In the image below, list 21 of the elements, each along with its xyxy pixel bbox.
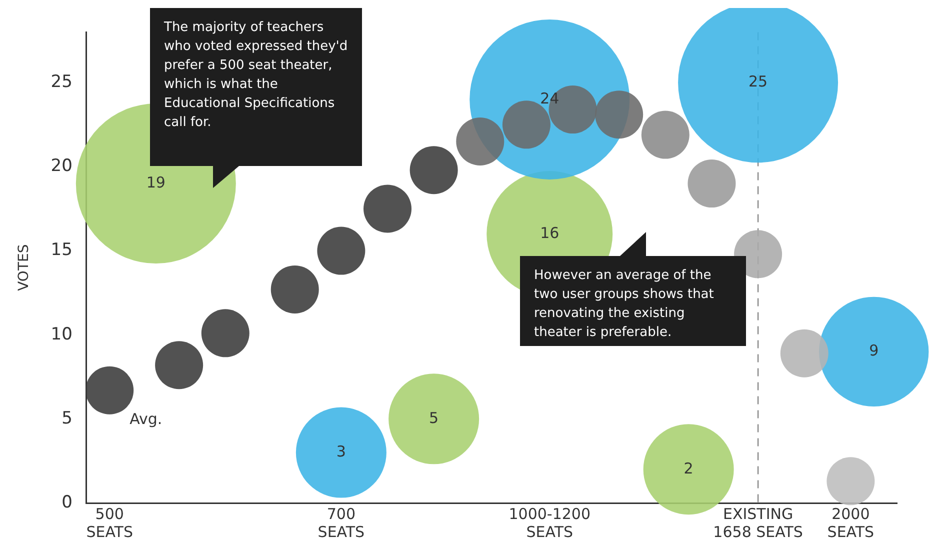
y-axis-title: VOTES: [16, 244, 32, 291]
y-tick-label: 0: [62, 492, 72, 512]
y-tick-label: 20: [50, 156, 72, 176]
data-label: 16: [540, 224, 560, 242]
x-tick-label: EXISTING 1658 SEATS: [713, 504, 803, 541]
y-tick-label: 10: [50, 324, 72, 344]
data-label: 2: [684, 459, 694, 478]
y-tick-label: 15: [50, 240, 72, 260]
annotation: However an average of the two user groups shows that renovating the existing theater is preferable.: [520, 256, 746, 346]
x-tick-label: 1000-1200 SEATS: [508, 504, 590, 541]
y-tick-label: 5: [62, 408, 72, 428]
x-tick-label: 2000 SEATS: [827, 504, 874, 541]
x-tick-label: 500 SEATS: [86, 504, 133, 541]
series-label: Avg.: [130, 410, 162, 428]
data-label: 19: [146, 173, 166, 192]
y-tick-label: 25: [50, 72, 72, 92]
data-label: 25: [748, 72, 768, 91]
data-label: 9: [869, 342, 879, 360]
data-label: 3: [336, 442, 346, 460]
data-label: 5: [429, 408, 439, 427]
x-tick-label: 700 SEATS: [318, 504, 365, 541]
